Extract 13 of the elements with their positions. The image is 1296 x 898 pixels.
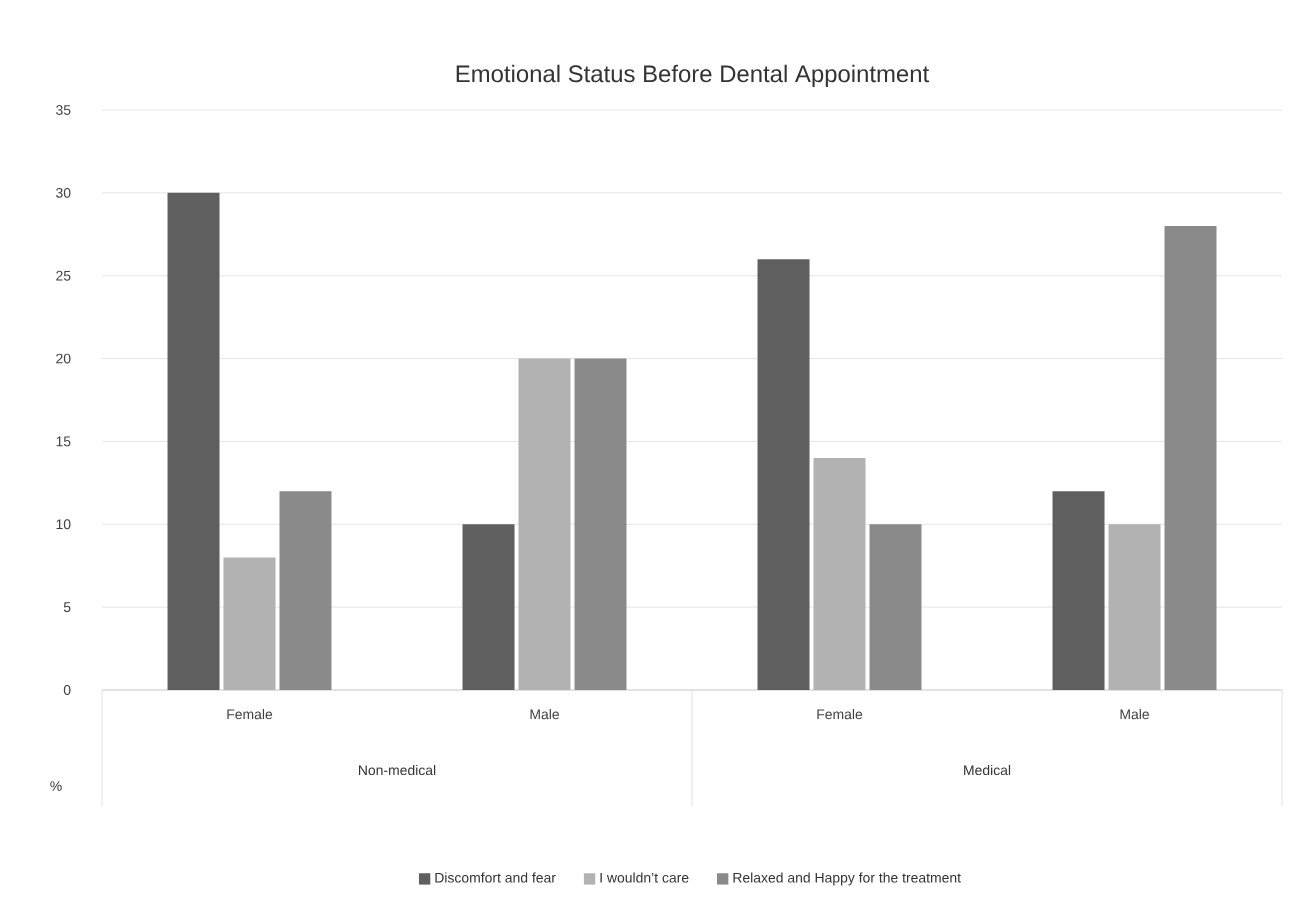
bar [1052, 491, 1105, 690]
bar [1164, 226, 1217, 690]
bar [757, 259, 810, 690]
bar [1108, 524, 1161, 690]
bar [167, 192, 220, 690]
bar [462, 524, 515, 690]
bar [574, 358, 627, 690]
bar [279, 491, 332, 690]
bar [223, 557, 276, 690]
bar [869, 524, 922, 690]
bar [518, 358, 571, 690]
bar [813, 458, 866, 690]
chart-title: Emotional Status Before Dental Appointment [456, 64, 930, 88]
